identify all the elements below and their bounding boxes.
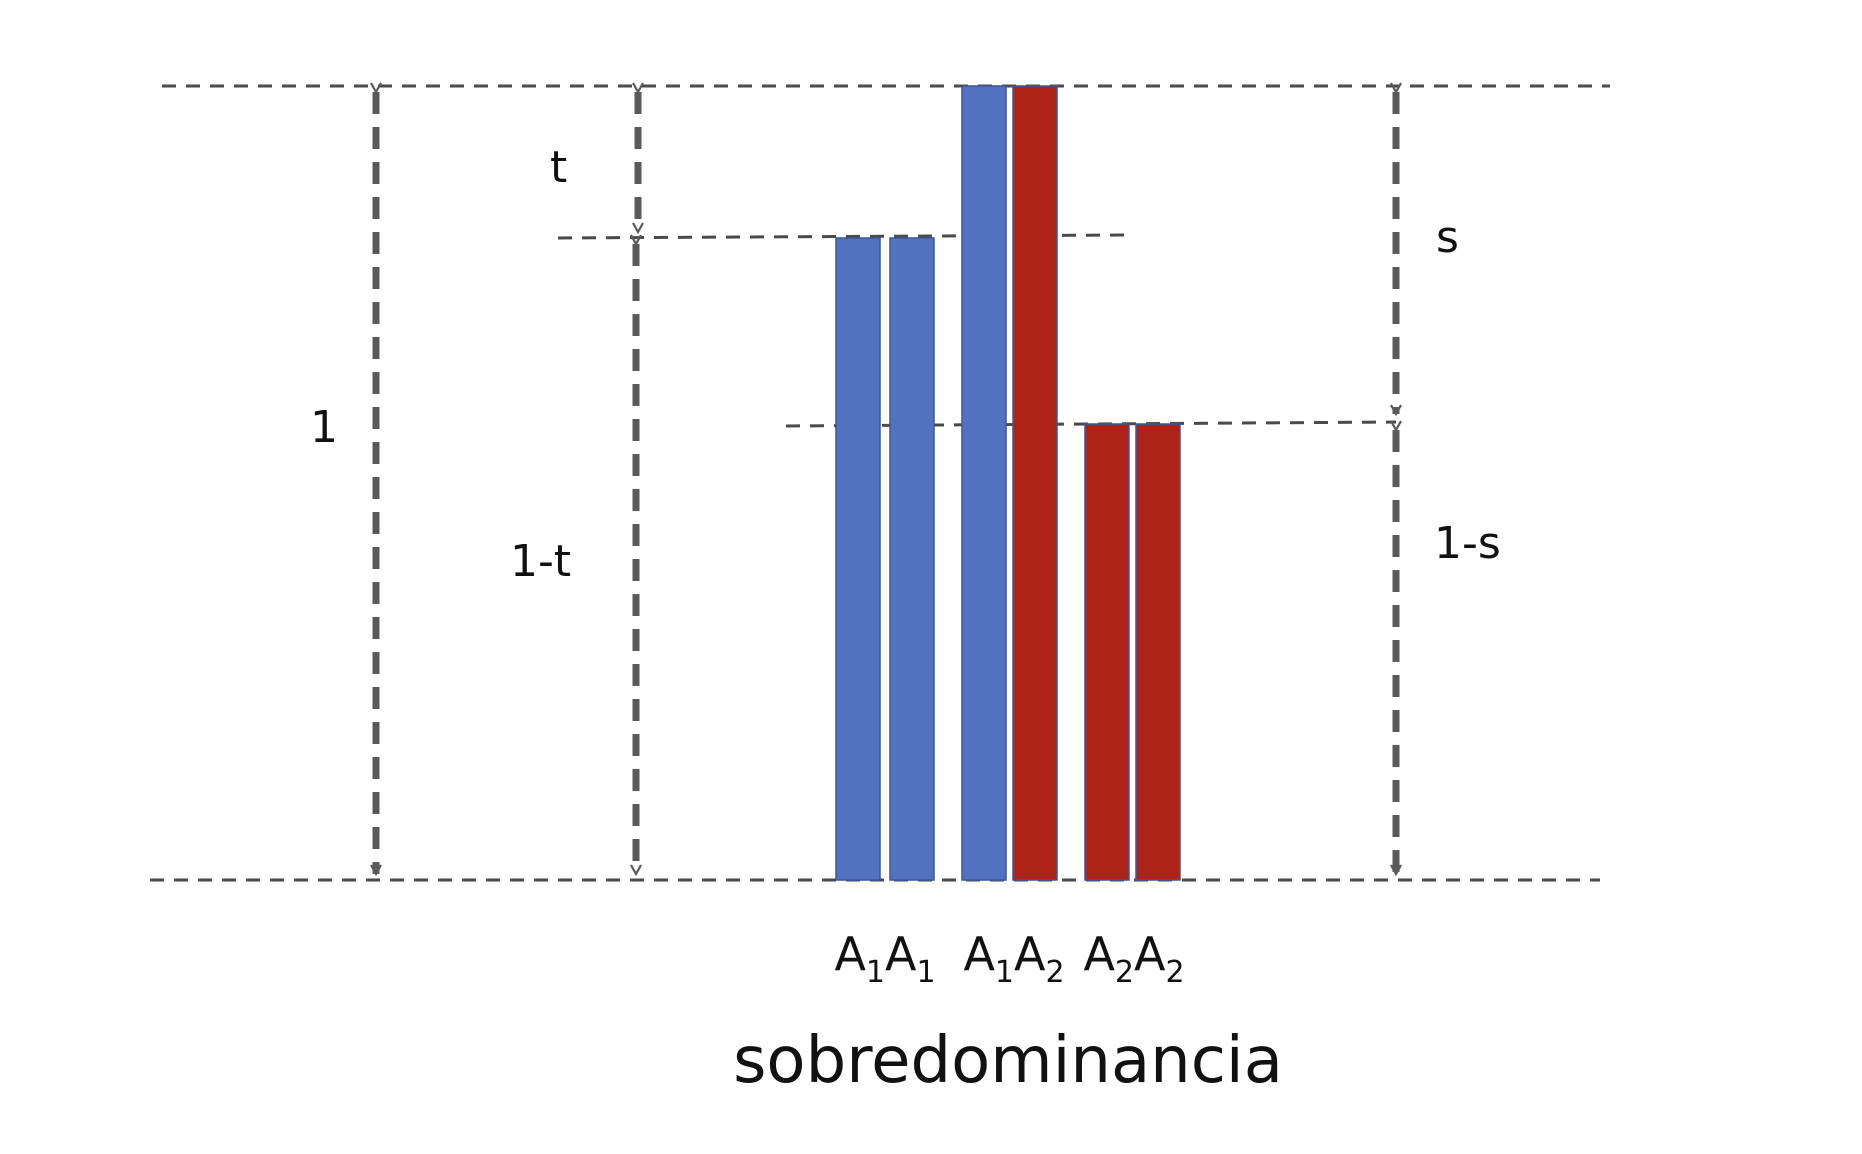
diagram-title: sobredominancia [733,1024,1283,1098]
one-minus-s-line [785,420,1397,428]
label-t: t [550,142,567,193]
genotype-label-a2a2: A2A2 [1083,927,1184,990]
allele-letter: A [1083,927,1115,981]
allele-letter: A [834,927,866,981]
label-full-fitness: 1 [310,402,338,453]
bar-a2a2-allele-2b [1135,423,1181,881]
allele-index: 2 [1165,955,1184,990]
bar-a1a1-allele-1 [835,237,881,881]
genotype-label-a1a1: A1A1 [834,927,935,990]
allele-index: 1 [916,955,935,990]
allele-index: 2 [1045,955,1064,990]
bar-a1a1-allele-1b [889,237,935,881]
genotype-label-a1a2: A1A2 [963,927,1064,990]
allele-index: 2 [1115,955,1134,990]
allele-index: 1 [866,955,885,990]
allele-letter: A [963,927,995,981]
label-s: s [1436,212,1459,263]
allele-letter: A [1014,927,1046,981]
allele-letter: A [1134,927,1166,981]
allele-index: 1 [995,955,1014,990]
genotype-bars [835,85,1181,881]
label-one-minus-s: 1-s [1434,518,1501,569]
dimension-arrows [376,92,1396,874]
bar-a1a2-allele-2 [1012,85,1058,881]
allele-letter: A [885,927,917,981]
label-one-minus-t: 1-t [510,536,571,587]
bar-a2a2-allele-2 [1084,423,1130,881]
bar-a1a2-allele-1 [961,85,1007,881]
